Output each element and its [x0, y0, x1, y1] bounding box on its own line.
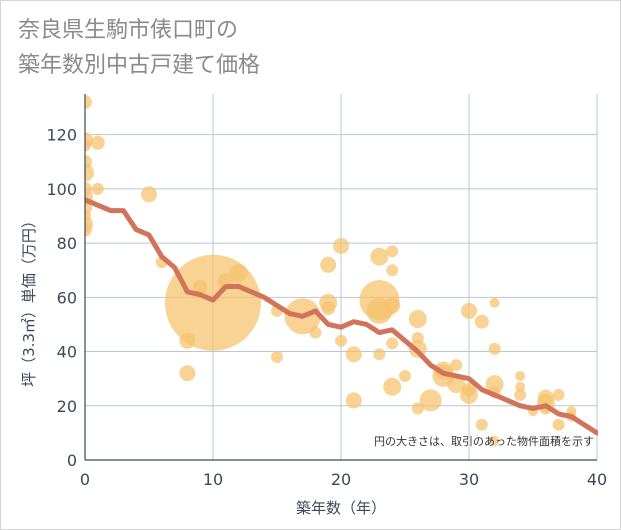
chart-title-line-2: 築年数別中古戸建て価格 — [18, 53, 261, 78]
data-bubble — [450, 359, 463, 372]
axes: 0 10 20 30 40 0 20 40 60 80 100 120 — [46, 94, 607, 489]
data-bubble — [333, 237, 349, 254]
data-bubble — [489, 436, 500, 447]
data-bubble — [85, 222, 92, 237]
data-bubble — [386, 245, 399, 258]
data-bubble — [309, 326, 322, 339]
data-bubble — [461, 302, 477, 319]
data-bubble — [419, 389, 442, 412]
data-bubble — [383, 377, 402, 396]
data-bubble — [552, 418, 565, 431]
data-bubble — [321, 301, 336, 316]
data-bubble — [384, 297, 401, 314]
data-bubble — [90, 135, 105, 150]
data-bubble — [552, 388, 565, 401]
data-bubble — [399, 369, 411, 382]
data-bubble — [447, 375, 466, 394]
x-axis-label: 築年数（年） — [296, 499, 386, 517]
y-tick-label: 40 — [57, 343, 77, 362]
bubble-layer — [85, 95, 577, 447]
y-tick-label: 100 — [46, 180, 77, 199]
data-bubble — [179, 365, 196, 382]
data-bubble — [335, 334, 347, 347]
data-bubble — [386, 337, 399, 350]
trend-layer — [85, 197, 598, 436]
x-tick-label: 10 — [203, 470, 223, 489]
data-bubble — [411, 402, 424, 415]
data-bubble — [515, 381, 526, 392]
y-tick-label: 80 — [57, 234, 77, 253]
bubble-size-note: 円の大きさは、取引のあった物件面積を示す — [374, 434, 594, 448]
trend-line — [85, 197, 598, 436]
data-bubble — [141, 186, 157, 203]
x-tick-label: 0 — [80, 470, 90, 489]
y-axis-label: 坪（3.3㎡）単価（万円） — [20, 213, 38, 387]
data-bubble — [320, 256, 337, 273]
data-bubble — [475, 418, 488, 431]
x-tick-label: 40 — [587, 470, 607, 489]
data-bubble — [229, 263, 248, 282]
data-bubble — [345, 346, 362, 363]
y-tick-label: 20 — [57, 397, 77, 416]
y-tick-label: 0 — [67, 451, 77, 470]
data-bubble — [386, 264, 399, 277]
data-bubble — [271, 350, 283, 363]
data-bubble — [408, 310, 427, 329]
data-bubble — [85, 95, 92, 110]
data-bubble — [488, 342, 501, 355]
data-bubble — [345, 392, 362, 409]
y-tick-label: 60 — [57, 288, 77, 307]
data-bubble — [515, 370, 526, 381]
x-tick-label: 20 — [331, 470, 351, 489]
data-bubble — [85, 139, 91, 152]
data-bubble — [514, 388, 527, 401]
data-bubble — [91, 182, 104, 195]
y-tick-label: 120 — [46, 126, 77, 145]
data-bubble — [370, 247, 389, 266]
chart-title: 奈良県生駒市俵口町の 築年数別中古戸建て価格 — [18, 13, 578, 83]
data-bubble — [85, 163, 94, 182]
data-bubble — [474, 314, 489, 329]
data-bubble — [460, 385, 478, 404]
data-bubble — [489, 297, 500, 308]
chart-title-line-1: 奈良県生駒市俵口町の — [18, 18, 239, 43]
x-tick-label: 30 — [459, 470, 479, 489]
data-bubble — [373, 348, 386, 361]
